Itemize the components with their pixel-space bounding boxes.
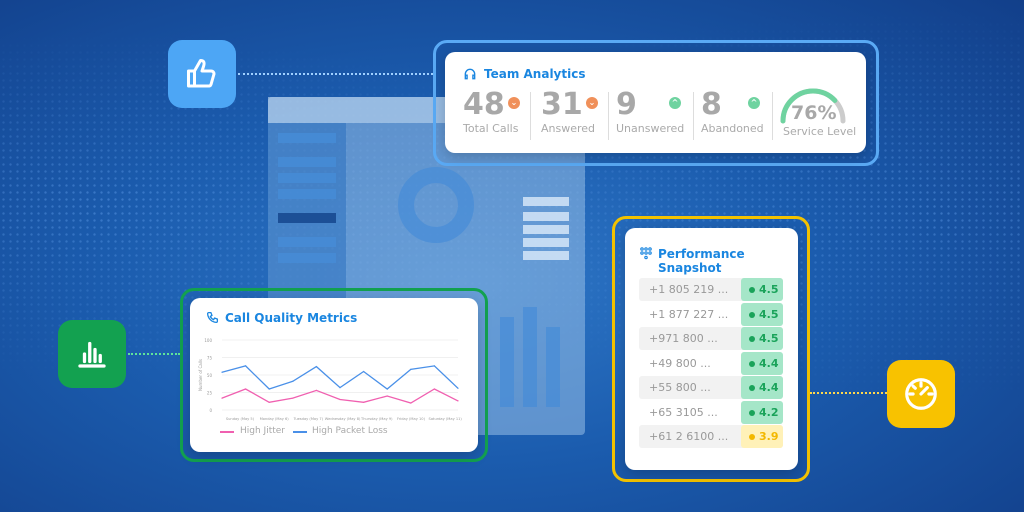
status-dot-icon	[749, 311, 755, 318]
status-dot-icon	[749, 336, 755, 342]
data-point	[410, 402, 412, 404]
score-badge: 4.5	[741, 302, 783, 326]
card-title: Performance Snapshot	[658, 247, 745, 275]
speedometer-icon	[887, 360, 955, 428]
phone-number: +61 2 6100 ...	[649, 430, 729, 443]
data-point	[221, 371, 223, 373]
phone-icon	[206, 311, 219, 324]
performance-row: +971 800 ... 4.5	[639, 327, 783, 350]
stat-answered: 31 Answered	[541, 87, 596, 136]
legend-label: High Jitter	[240, 426, 285, 436]
stat-unanswered: 9 Unanswered	[616, 87, 685, 136]
status-dot-icon	[749, 409, 755, 416]
dialpad-icon	[640, 247, 652, 260]
call-quality-highlight	[180, 288, 488, 462]
x-tick-label: Monday (May 6)	[260, 417, 290, 421]
dashboard-mockup	[268, 97, 585, 435]
trend-down-icon: ⌄	[586, 97, 598, 109]
legend-swatch-packet-loss	[293, 431, 307, 433]
call-quality-card: Call Quality Metrics 0 25 50 75 100 Number of…	[190, 298, 478, 452]
team-analytics-highlight	[433, 40, 879, 166]
legend-label: High Packet Loss	[312, 426, 388, 436]
card-title: Call Quality Metrics	[225, 311, 358, 325]
performance-row: +49 800 ... 4.4	[639, 351, 783, 375]
team-analytics-card: Team Analytics 48 Total Calls ⌄ 31 Answere…	[445, 52, 866, 153]
trend-up-icon: ^	[748, 97, 760, 109]
x-tick-label: Thursday (May 9)	[360, 417, 393, 421]
y-tick-label: 100	[204, 338, 212, 343]
headset-icon	[464, 68, 476, 80]
data-point	[339, 387, 341, 389]
phone-number: +971 800 ...	[649, 332, 718, 345]
data-point	[386, 388, 388, 390]
bar-chart-icon	[58, 320, 126, 388]
x-tick-label: Saturday (May 11)	[429, 417, 463, 421]
stat-total-calls: 48 Total Calls	[463, 87, 519, 136]
data-point	[386, 395, 388, 397]
stat-abandoned: 8 Abandoned	[701, 87, 764, 136]
x-tick-label: Sunday (May 5)	[226, 417, 255, 421]
x-tick-label: Tuesday (May 7)	[293, 417, 324, 421]
data-point	[363, 401, 365, 403]
data-point	[245, 365, 247, 367]
data-point	[292, 397, 294, 399]
phone-number: +49 800 ...	[649, 356, 711, 370]
phone-number: +1 805 219 ...	[649, 283, 729, 296]
score-badge: 4.4	[741, 351, 783, 375]
y-tick-label: 25	[207, 391, 213, 396]
data-point	[315, 366, 317, 368]
x-tick-label: Friday (May 10)	[397, 417, 426, 421]
performance-row: +61 2 6100 ... 3.9	[639, 425, 783, 448]
x-tick-label: Wednesday (May 8)	[325, 417, 361, 421]
service-level-value: 76%	[791, 102, 837, 124]
status-dot-icon	[749, 434, 755, 440]
card-title: Team Analytics	[484, 67, 586, 81]
y-tick-label: 50	[207, 373, 213, 378]
performance-row: +55 800 ... 4.4	[639, 376, 783, 399]
score-badge: 3.9	[741, 425, 783, 448]
phone-number: +1 877 227 ...	[649, 307, 729, 321]
phone-number: +65 3105 ...	[649, 405, 718, 419]
score-badge: 4.4	[741, 376, 783, 399]
data-point	[221, 397, 223, 399]
performance-highlight	[612, 216, 810, 482]
service-level-gauge	[780, 88, 846, 124]
score-badge: 4.5	[741, 327, 783, 350]
performance-card: Performance Snapshot +1 805 219 ... 4.5 +…	[625, 228, 798, 470]
data-point	[410, 368, 412, 370]
y-tick-label: 75	[207, 356, 213, 361]
score-badge: 4.2	[741, 400, 783, 424]
status-dot-icon	[749, 287, 755, 293]
legend-swatch-jitter	[220, 431, 234, 433]
y-axis-label: Number of Calls	[198, 359, 203, 391]
performance-row: +1 805 219 ... 4.5	[639, 278, 783, 301]
data-point	[315, 389, 317, 391]
data-point	[292, 380, 294, 382]
data-point	[268, 388, 270, 390]
data-point	[245, 388, 247, 390]
series-line-0	[221, 388, 459, 404]
data-point	[339, 398, 341, 401]
service-level-label: Service Level	[783, 125, 857, 138]
data-point	[433, 365, 435, 367]
thumbs-up-icon	[168, 40, 236, 108]
status-dot-icon	[749, 360, 755, 367]
status-dot-icon	[749, 385, 755, 391]
data-point	[457, 400, 459, 402]
call-quality-chart: 0 25 50 75 100 Number of Calls Sunday (May 5) M…	[198, 338, 463, 421]
data-point	[433, 388, 435, 390]
trend-down-icon: ⌄	[508, 97, 520, 109]
performance-row: +1 877 227 ... 4.5	[639, 302, 783, 326]
performance-row: +65 3105 ... 4.2	[639, 400, 783, 424]
phone-number: +55 800 ...	[649, 381, 711, 394]
y-tick-label: 0	[209, 408, 212, 413]
score-badge: 4.5	[741, 278, 783, 301]
data-point	[457, 387, 459, 389]
data-point	[363, 370, 365, 373]
data-point	[268, 401, 270, 403]
trend-up-icon: ^	[669, 97, 681, 109]
series-line-1	[221, 365, 459, 390]
